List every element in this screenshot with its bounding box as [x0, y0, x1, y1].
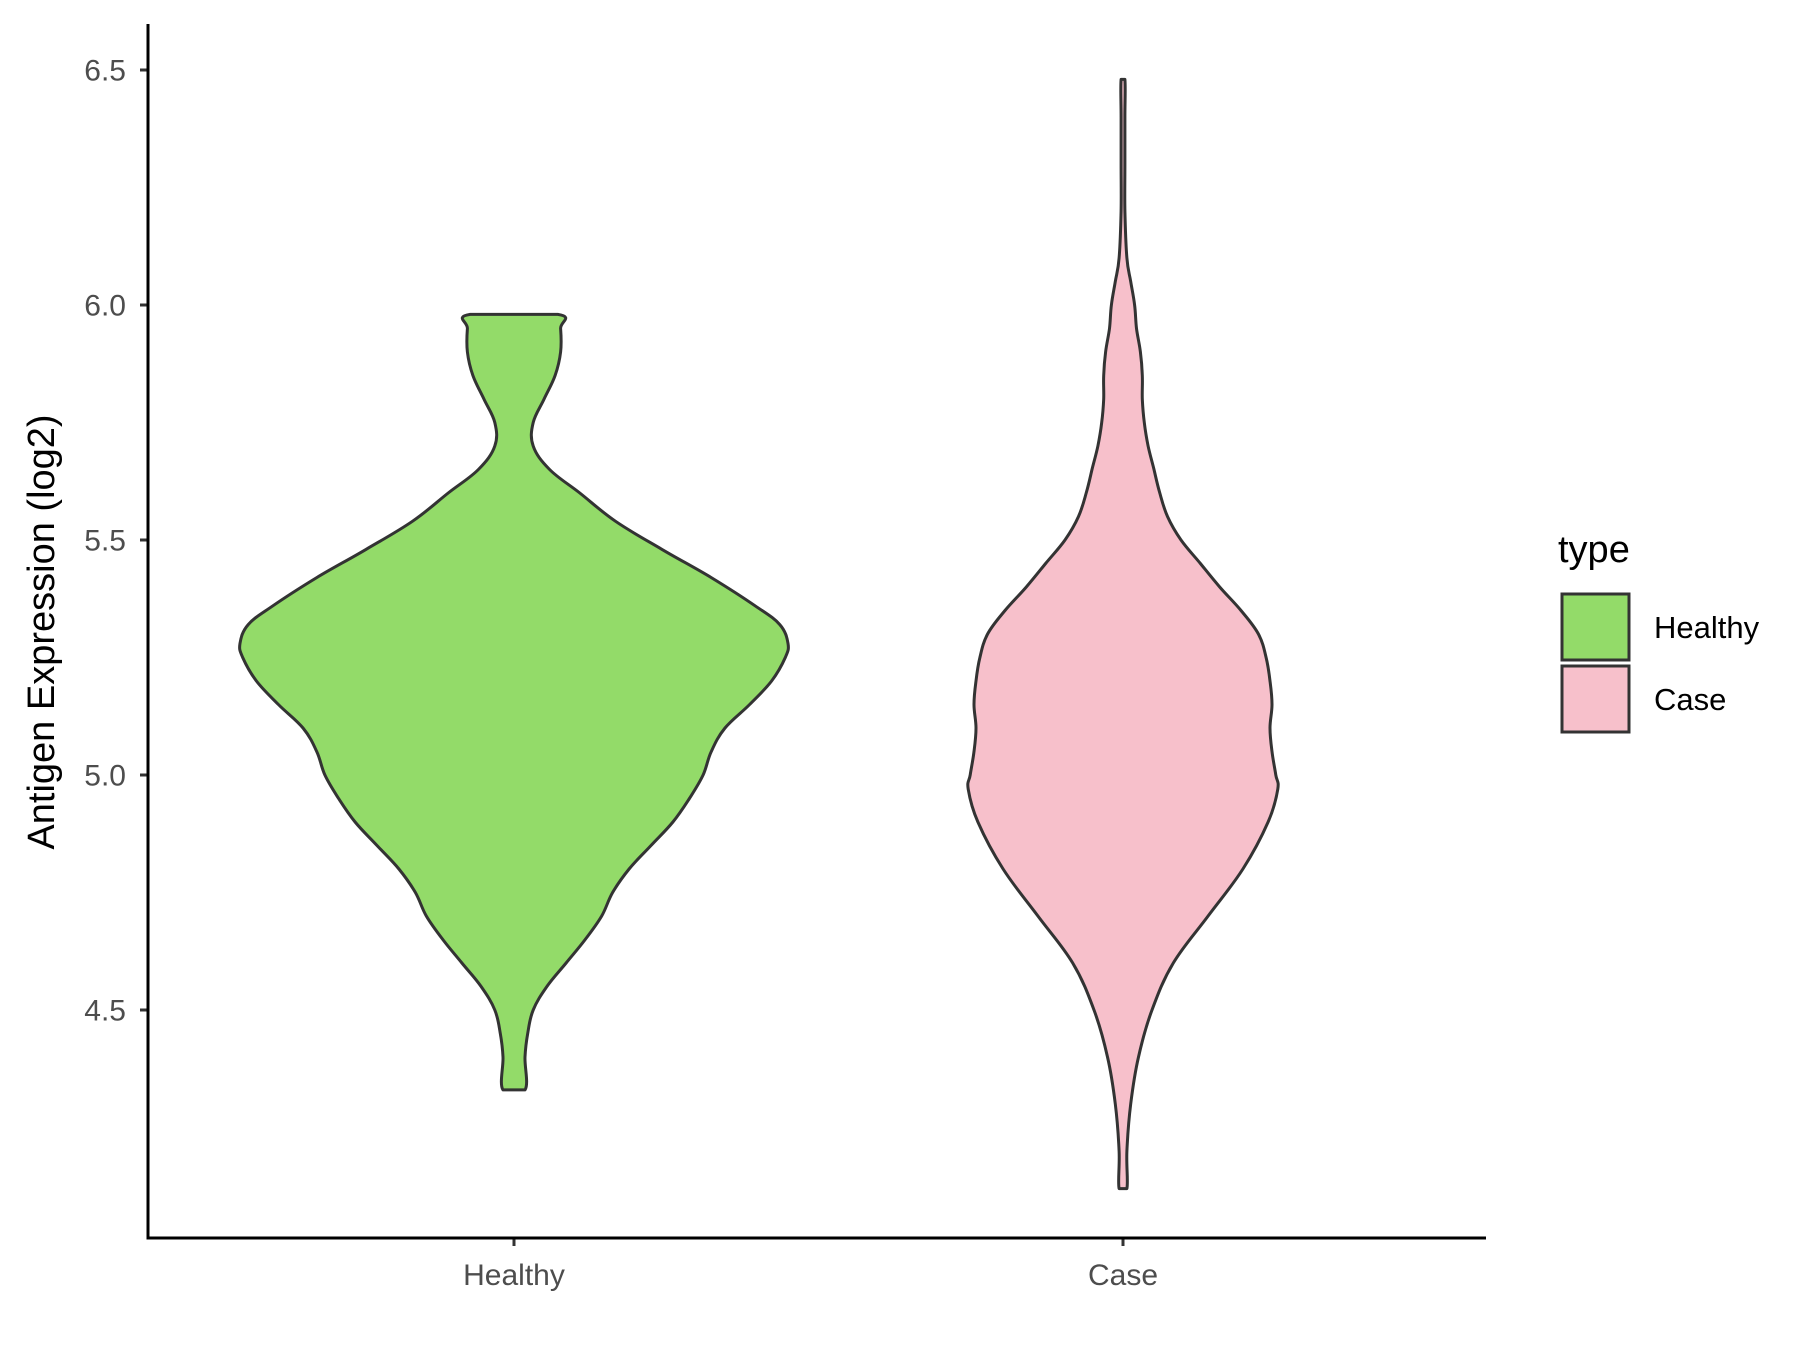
y-tick-label: 5.5	[84, 525, 126, 558]
violin-healthy	[238, 312, 790, 1092]
legend-title: type	[1558, 529, 1630, 571]
x-axis-ticks: Healthy Case	[463, 1238, 1158, 1292]
x-tick-label: Case	[1088, 1259, 1158, 1292]
y-tick-label: 5.0	[84, 760, 126, 793]
violin-case	[966, 77, 1280, 1191]
y-axis-title: Antigen Expression (log2)	[21, 414, 63, 849]
legend: type Healthy Case	[1558, 529, 1760, 734]
legend-key-case	[1560, 664, 1631, 734]
legend-items: Healthy Case	[1560, 592, 1760, 734]
y-tick-label: 6.5	[84, 55, 126, 88]
x-tick-label: Healthy	[463, 1259, 565, 1292]
legend-label-healthy: Healthy	[1654, 610, 1760, 645]
y-tick-label: 6.0	[84, 290, 126, 323]
y-tick-label: 4.5	[84, 995, 126, 1028]
legend-key-healthy	[1560, 592, 1631, 662]
legend-label-case: Case	[1654, 682, 1726, 717]
y-axis-ticks: 4.5 5.0 5.5 6.0 6.5	[84, 55, 148, 1028]
violin-layer	[238, 77, 1280, 1191]
